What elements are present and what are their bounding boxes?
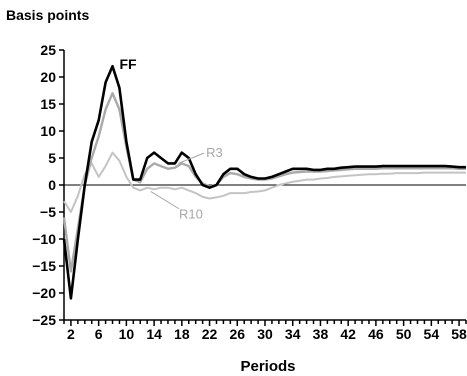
series-line-ff (62, 64, 466, 300)
series-labels: FF R3 R10 (119, 56, 222, 222)
r10-leader-line (150, 191, 180, 210)
x-tick-label: 10 (119, 326, 135, 342)
x-tick-label: 34 (285, 326, 301, 342)
y-tick-label: −5 (40, 204, 56, 220)
series-label-ff: FF (119, 56, 137, 72)
y-tick-label: −15 (32, 258, 56, 274)
x-tick-label: 30 (257, 326, 273, 342)
y-tick-label: −10 (32, 231, 56, 247)
y-tick-label: −20 (32, 285, 56, 301)
y-axis-title: Basis points (6, 7, 89, 23)
y-tick-label: −25 (32, 312, 56, 328)
x-tick-label: 42 (340, 326, 356, 342)
series-lines (62, 64, 466, 300)
x-tick-label: 18 (174, 326, 190, 342)
x-tick-label: 2 (67, 326, 75, 342)
y-tick-label: 0 (48, 177, 56, 193)
y-tick-labels: 25 20 15 10 5 0 −5 −10 −15 −20 −25 (32, 42, 56, 328)
series-label-r3: R3 (206, 145, 223, 160)
series-line-r10 (63, 151, 466, 213)
x-axis-title: Periods (240, 358, 295, 375)
y-tick-label: 10 (40, 123, 56, 139)
x-tick-label: 6 (95, 326, 103, 342)
x-tick-label: 26 (229, 326, 245, 342)
y-tick-label: 20 (40, 69, 56, 85)
x-tick-label: 54 (424, 326, 440, 342)
y-tick-label: 25 (40, 42, 56, 58)
x-tick-label: 46 (368, 326, 384, 342)
x-tick-label: 50 (396, 326, 412, 342)
x-tick-label: 58 (451, 326, 467, 342)
x-tick-label: 14 (146, 326, 162, 342)
series-label-r10: R10 (179, 206, 203, 221)
x-tick-label: 38 (313, 326, 329, 342)
x-tick-labels: 2 6 10 14 18 22 26 30 34 38 42 46 50 54 58 (67, 326, 467, 342)
x-tick-label: 22 (202, 326, 218, 342)
r3-leader-line (178, 152, 205, 164)
y-tick-label: 5 (48, 150, 56, 166)
y-tick-label: 15 (40, 96, 56, 112)
